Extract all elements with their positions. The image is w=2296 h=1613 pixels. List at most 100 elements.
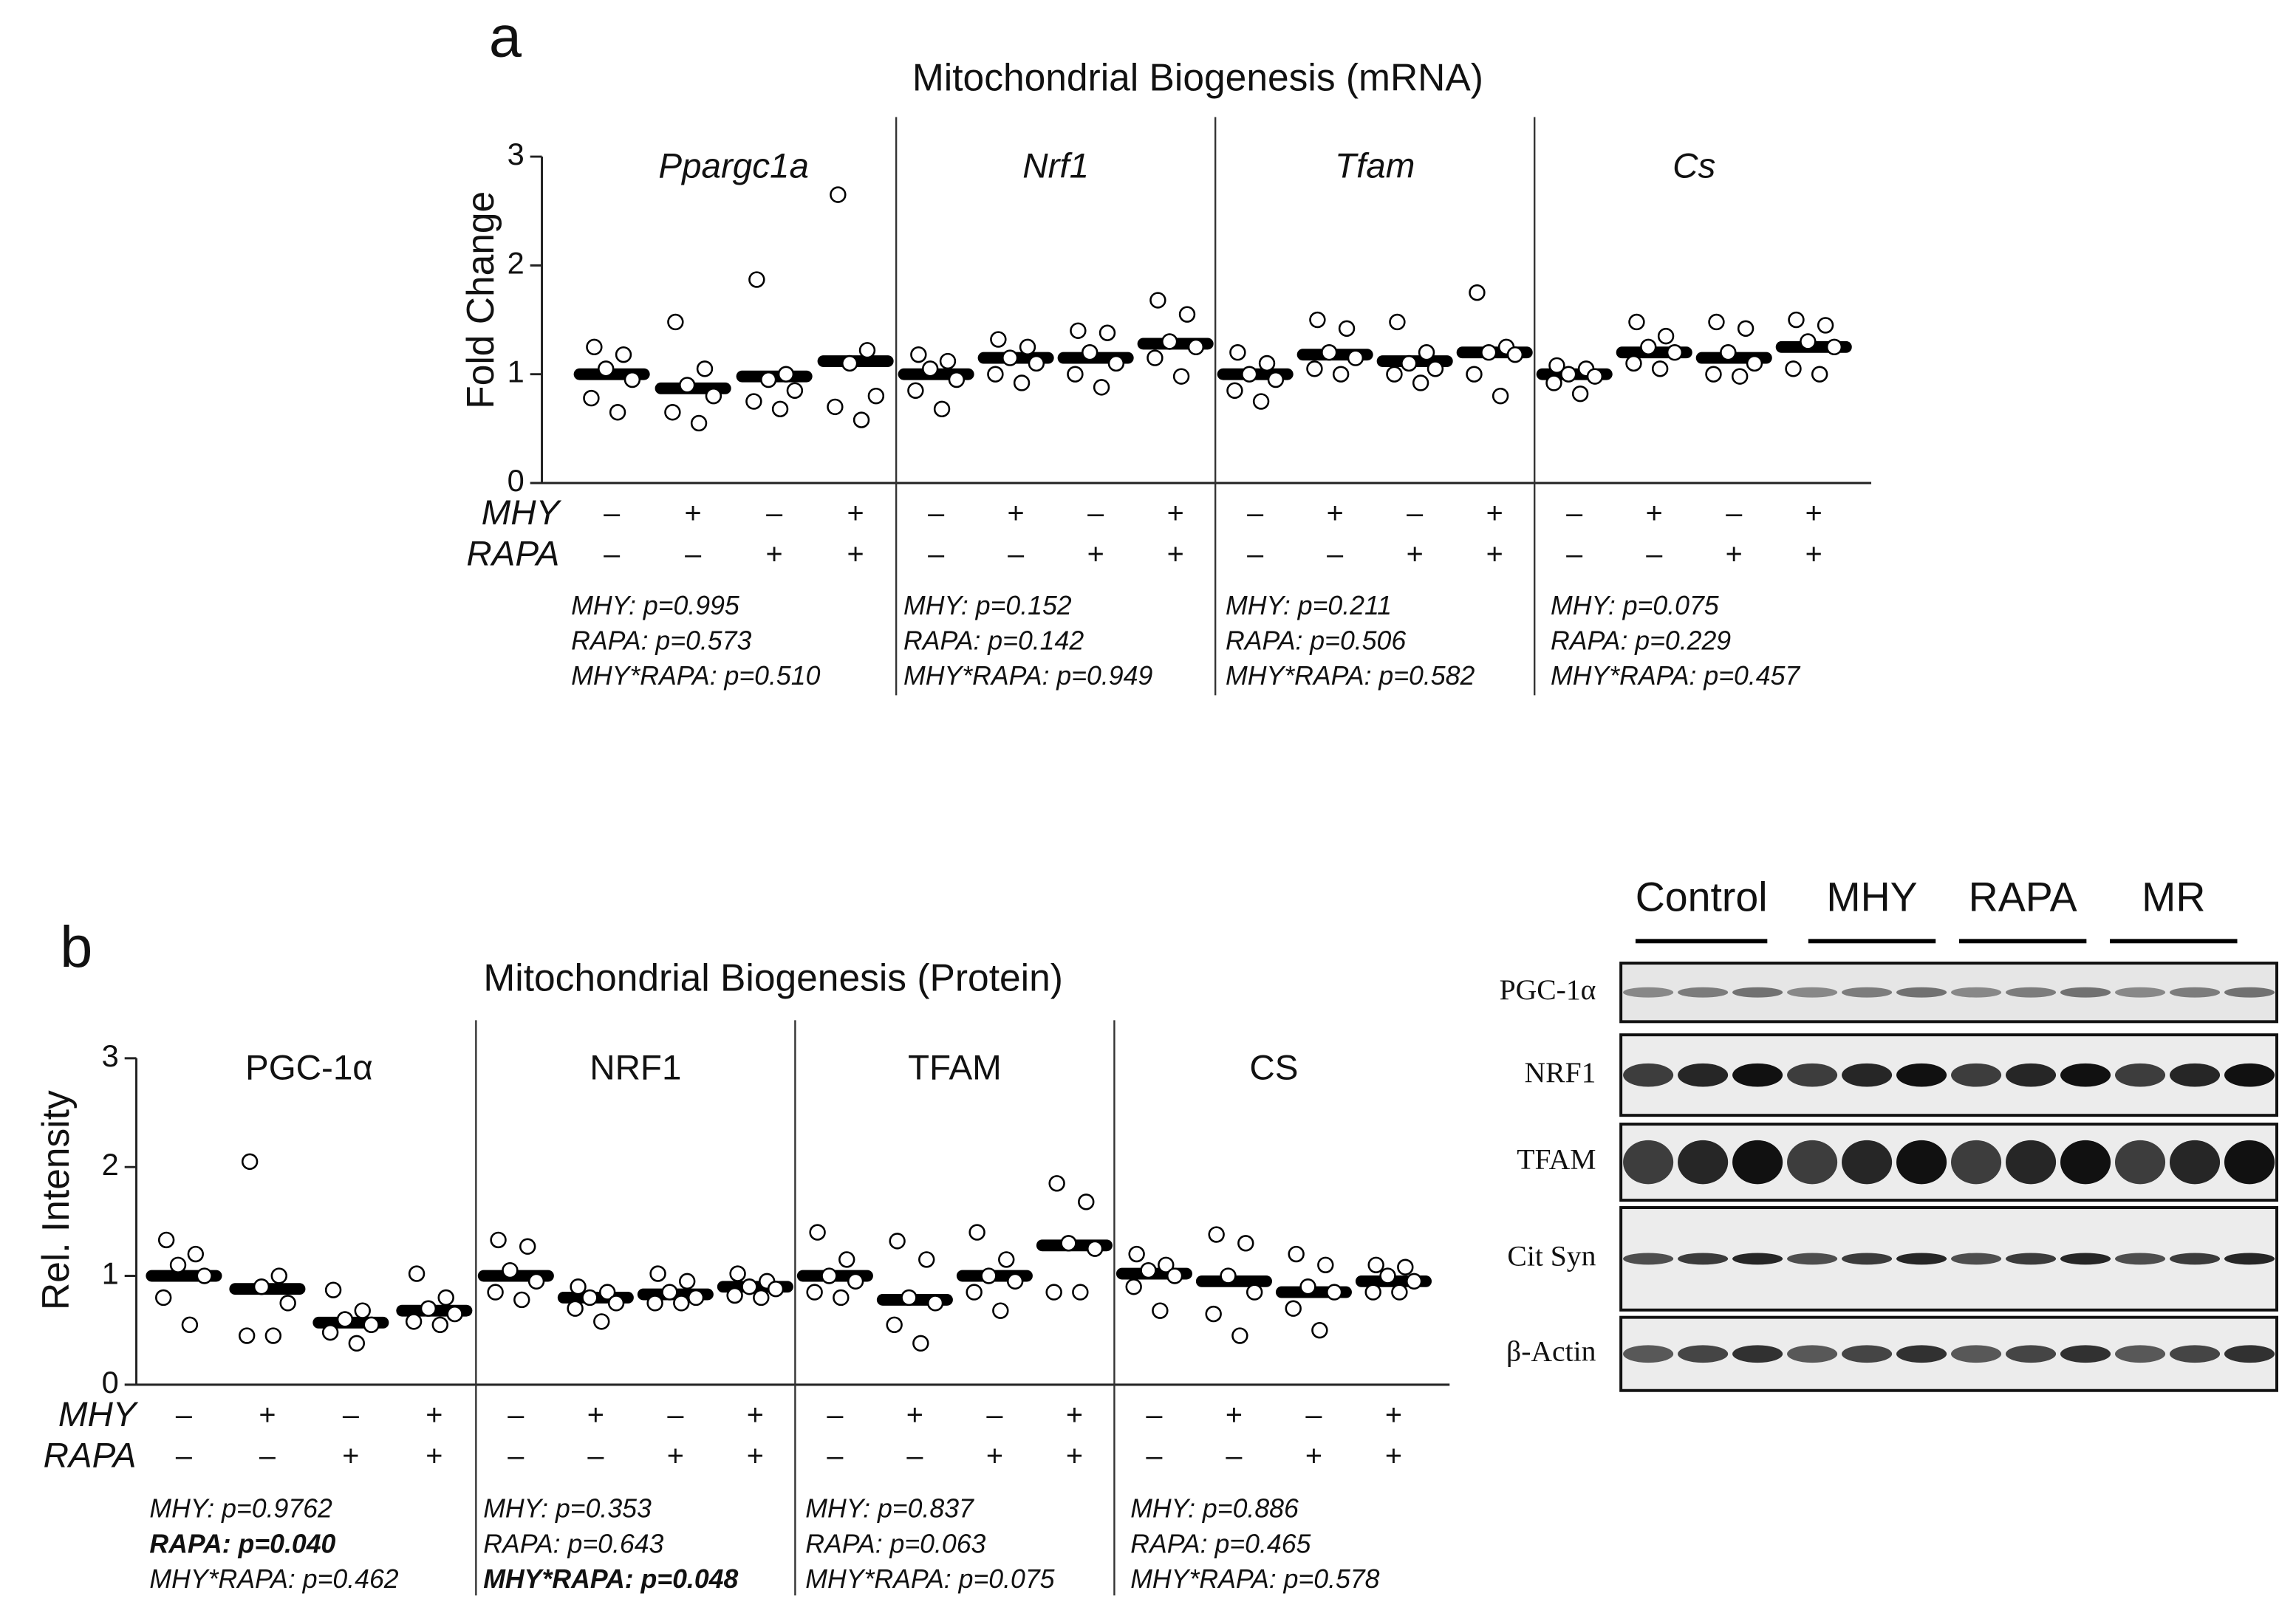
blot-panel <box>1619 1315 2278 1392</box>
data-point <box>690 414 708 432</box>
blot-group-label: RAPA <box>1969 874 2077 919</box>
data-point <box>767 1280 785 1298</box>
data-point <box>1099 324 1116 341</box>
blot-band <box>2114 987 2166 998</box>
data-point <box>1220 1267 1237 1284</box>
stat-line: MHY: p=0.152 <box>903 591 1072 620</box>
data-point <box>745 393 762 410</box>
data-point <box>786 382 804 399</box>
blot-row-label: NRF1 <box>1525 1056 1596 1089</box>
sign: + <box>847 538 864 571</box>
stat-line: RAPA: p=0.643 <box>483 1529 663 1558</box>
data-point <box>1187 338 1205 356</box>
data-point <box>363 1316 380 1334</box>
stat-line: MHY: p=0.211 <box>1226 591 1392 620</box>
data-point <box>1285 1300 1302 1317</box>
data-point <box>1158 1256 1175 1273</box>
sign: + <box>1486 497 1503 530</box>
stat-line: RAPA: p=0.229 <box>1551 626 1731 655</box>
data-point <box>912 1335 929 1352</box>
blot-group-label: MHY <box>1826 874 1917 919</box>
sign: + <box>587 1399 604 1431</box>
y-tick-label: 2 <box>508 245 525 280</box>
data-point <box>1107 355 1125 372</box>
blot-row-label: Cit Syn <box>1507 1239 1596 1272</box>
data-point <box>609 404 626 421</box>
blot-band <box>1678 1063 1729 1087</box>
data-point <box>1800 333 1817 350</box>
data-point <box>157 1231 175 1249</box>
blot-row-label: PGC-1α <box>1500 973 1596 1006</box>
sign: + <box>426 1439 443 1472</box>
data-point <box>753 1289 770 1307</box>
stat-line: RAPA: p=0.465 <box>1130 1529 1311 1558</box>
data-point <box>1586 368 1604 385</box>
data-point <box>1060 1235 1077 1252</box>
data-point <box>939 352 957 370</box>
data-point <box>679 1273 696 1290</box>
data-point <box>661 1284 678 1301</box>
data-point <box>1389 313 1406 331</box>
sign: – <box>1646 538 1663 571</box>
blot-band <box>2060 987 2111 998</box>
blot-band <box>1951 1063 2002 1087</box>
blot-band <box>1896 987 1947 998</box>
data-point <box>1205 1305 1222 1323</box>
stat-line: MHY*RAPA: p=0.510 <box>571 661 820 691</box>
data-point <box>1125 1278 1142 1295</box>
sign: + <box>1327 497 1344 530</box>
data-point <box>980 1267 997 1284</box>
data-point <box>1811 366 1828 383</box>
blot-panel <box>1619 1033 2278 1117</box>
data-point <box>889 1233 906 1250</box>
sign: – <box>259 1439 276 1472</box>
data-point <box>1258 355 1276 372</box>
data-point <box>431 1316 448 1334</box>
sign: + <box>426 1399 443 1431</box>
sign: – <box>1566 538 1583 571</box>
sign: – <box>827 1399 844 1431</box>
data-point <box>1708 313 1725 331</box>
data-point <box>279 1295 296 1312</box>
sign: + <box>766 538 783 571</box>
data-point <box>1379 1267 1396 1284</box>
blot-band <box>1842 1253 1893 1265</box>
data-point <box>1560 366 1577 383</box>
blot-band <box>1787 1063 1838 1087</box>
blot-band <box>2224 1345 2275 1363</box>
blot-band <box>2114 1140 2166 1185</box>
data-point <box>187 1245 205 1263</box>
data-point <box>1466 366 1483 383</box>
data-point <box>841 355 858 372</box>
data-point <box>599 1284 616 1301</box>
data-point <box>1571 386 1589 403</box>
blot-band <box>2114 1345 2166 1363</box>
data-point <box>615 346 632 363</box>
data-point <box>922 360 939 377</box>
stat-line: RAPA: p=0.040 <box>149 1529 335 1558</box>
blot-band <box>2224 987 2275 998</box>
data-point <box>1480 344 1497 361</box>
panel-label: a <box>489 3 522 69</box>
y-tick-label: 2 <box>102 1147 119 1182</box>
data-point <box>1246 1284 1263 1301</box>
blot-band <box>2006 1140 2057 1185</box>
blot-band <box>1732 1140 1783 1185</box>
sign: + <box>1066 1399 1083 1431</box>
data-point <box>687 1289 705 1307</box>
panel-name: Tfam <box>1335 146 1415 185</box>
sign: + <box>1066 1439 1083 1472</box>
data-point <box>838 1251 855 1268</box>
data-point <box>581 1289 598 1307</box>
sign: – <box>587 1439 604 1472</box>
data-point <box>1720 344 1737 361</box>
data-point <box>1086 1240 1104 1257</box>
data-point <box>966 1284 983 1301</box>
data-point <box>1002 349 1019 366</box>
blot-band <box>2114 1063 2166 1087</box>
data-point <box>607 1295 625 1312</box>
panel-name: Ppargc1a <box>658 146 809 185</box>
sign: – <box>667 1399 684 1431</box>
sign: + <box>1167 497 1184 530</box>
